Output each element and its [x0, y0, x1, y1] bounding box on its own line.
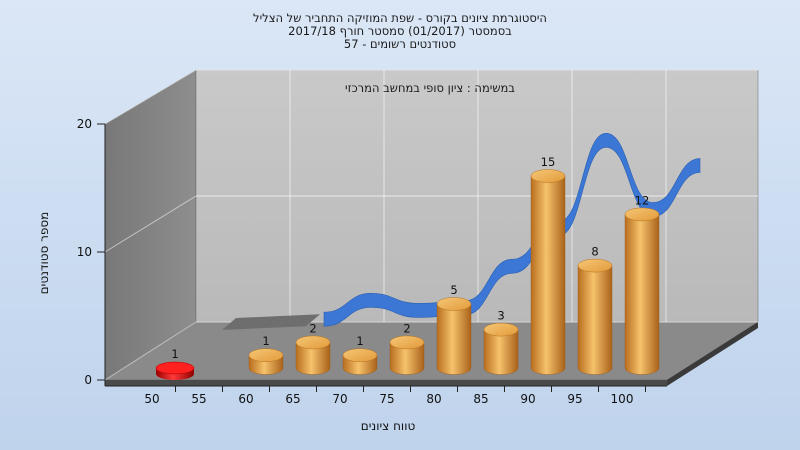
floor: [104, 321, 759, 381]
chart-subtitle: במשימה : ציון סופי במחשב המרכזי: [345, 81, 515, 95]
floor-edge: [105, 380, 667, 386]
value-label-85: 3: [497, 309, 504, 323]
bar-85: [483, 322, 519, 375]
x-tick-label: 80: [426, 392, 441, 406]
y-tick-label: 20: [77, 117, 92, 131]
x-tick-label: 90: [520, 392, 535, 406]
bar-80: [436, 297, 472, 375]
value-label-100: 12: [635, 193, 650, 207]
x-axis-ticks: 50 55 60 65 70 75 80 85 90 95 100: [144, 386, 646, 406]
value-label-70: 1: [356, 334, 363, 348]
gridline-side: [104, 321, 197, 381]
bars: [155, 169, 660, 380]
x-axis-label: טווח ציונים: [361, 419, 416, 433]
y-axis-ticks: 0 10 20: [77, 117, 105, 387]
x-tick-label: 60: [238, 392, 253, 406]
floor-edge-side: [667, 322, 758, 386]
value-label-95: 8: [591, 245, 598, 259]
value-label-50: 1: [171, 347, 178, 361]
bar-60: [248, 348, 284, 375]
chart-title-line-1: היסטוגרמת ציונים בקורס - שפת המוזיקה התח…: [253, 11, 547, 25]
y-tick-label: 0: [84, 373, 92, 387]
x-tick-label: 70: [332, 392, 347, 406]
value-label-60: 1: [262, 334, 269, 348]
value-label-75: 2: [403, 321, 410, 335]
gridline-side: [104, 195, 197, 253]
bar-70: [342, 348, 378, 375]
x-tick-label: 50: [144, 392, 159, 406]
x-tick-label: 85: [473, 392, 488, 406]
bar-75: [389, 335, 425, 375]
x-tick-label: 55: [191, 392, 206, 406]
value-label-80: 5: [450, 283, 457, 297]
x-tick-label: 75: [379, 392, 394, 406]
chart-title-line-2: בסמסטר (01/2017) סמסטר חורף 2017/18: [288, 24, 512, 38]
gridline-side: [104, 69, 197, 125]
bar-90: [530, 169, 566, 375]
trend-curve-flat-segment: [222, 314, 320, 330]
value-label-90: 15: [541, 155, 556, 169]
x-tick-label: 65: [285, 392, 300, 406]
bar-95: [577, 258, 613, 375]
bar-50: [155, 361, 195, 380]
x-tick-label: 95: [567, 392, 582, 406]
y-axis-label: מספר סטודנטים: [37, 212, 51, 295]
bar-100: [624, 207, 660, 375]
y-tick-label: 10: [77, 245, 92, 259]
bar-65: [295, 335, 331, 375]
value-label-65: 2: [309, 321, 316, 335]
x-tick-label: 100: [611, 392, 634, 406]
gridlines: [104, 69, 758, 381]
chart-title-line-3: סטודנטים רשומים - 57: [344, 37, 456, 51]
